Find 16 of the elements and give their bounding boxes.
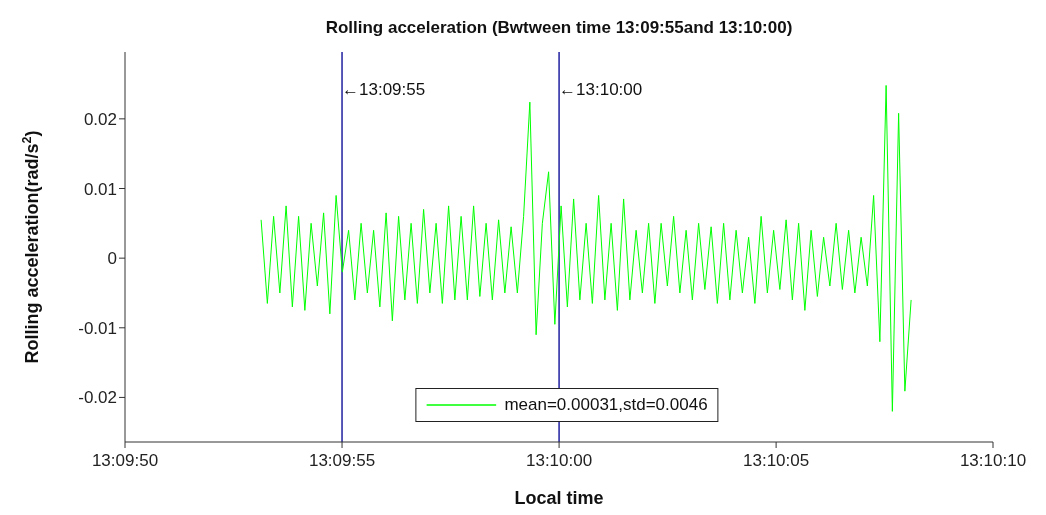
x-tick-label: 13:09:50 xyxy=(91,451,159,471)
x-tick-label: 13:10:10 xyxy=(959,451,1027,471)
y-tick-label: -0.02 xyxy=(78,388,117,408)
ref-line-label: ←13:09:55 xyxy=(342,80,426,99)
ref-line-label: ←13:10:00 xyxy=(559,80,643,99)
y-tick-label: 0.02 xyxy=(83,109,117,129)
chart-title: Rolling acceleration (Bwtween time 13:09:55and 13:10:00) xyxy=(324,18,794,38)
legend-label: mean=0.00031,std=0.0046 xyxy=(504,395,708,415)
x-tick-label: 13:10:05 xyxy=(743,451,810,471)
y-tick-label: 0.01 xyxy=(83,179,117,199)
line-series xyxy=(260,84,912,412)
y-tick-label: 0 xyxy=(107,249,117,269)
x-tick-label: 13:09:55 xyxy=(308,451,376,471)
x-tick-label: 13:10:00 xyxy=(525,451,593,471)
x-axis-title: Local time xyxy=(514,488,604,508)
y-tick-label: -0.01 xyxy=(78,318,117,338)
